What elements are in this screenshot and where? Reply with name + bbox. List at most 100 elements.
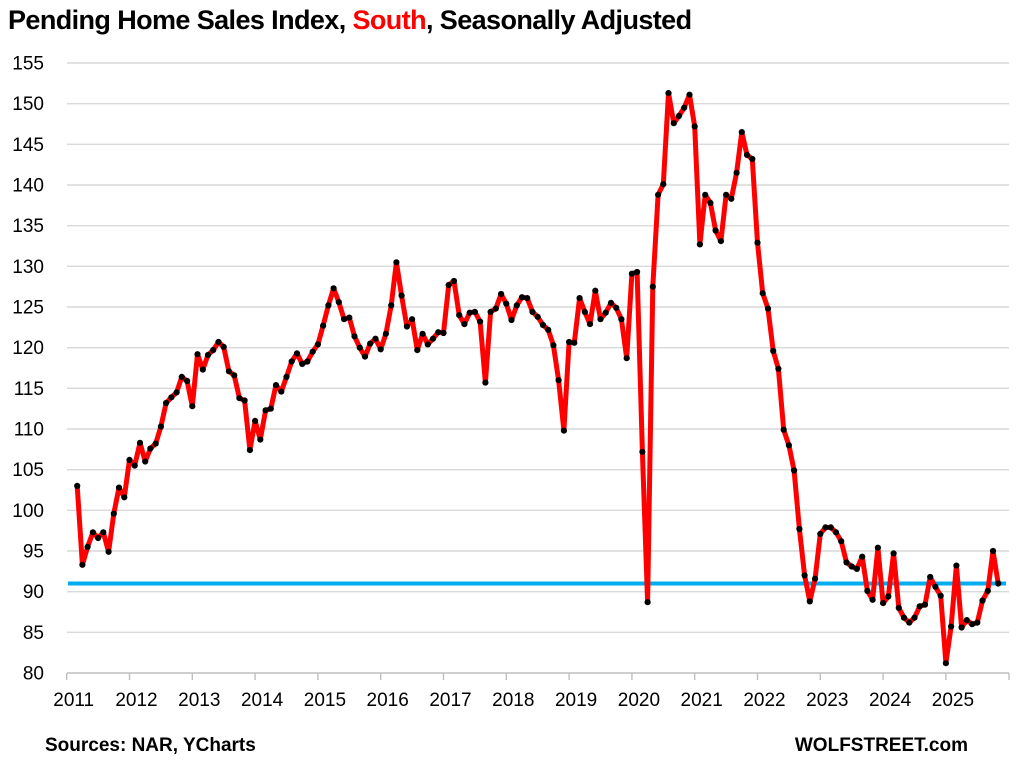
data-point bbox=[131, 462, 138, 469]
data-point bbox=[461, 321, 468, 328]
data-point bbox=[607, 299, 615, 306]
data-point bbox=[351, 333, 358, 340]
data-point bbox=[367, 340, 374, 347]
data-point bbox=[738, 129, 745, 136]
data-point bbox=[665, 90, 672, 97]
y-axis-label-155: 155 bbox=[12, 54, 44, 75]
data-point bbox=[911, 614, 918, 621]
data-point bbox=[403, 323, 410, 330]
chart-title-part2: , Seasonally Adjusted bbox=[425, 5, 692, 35]
data-point bbox=[686, 91, 693, 98]
data-point bbox=[681, 104, 688, 111]
data-point bbox=[759, 290, 766, 297]
data-point bbox=[890, 550, 897, 557]
data-point bbox=[136, 439, 144, 446]
data-point bbox=[388, 302, 395, 309]
data-point bbox=[979, 597, 986, 604]
data-point bbox=[728, 195, 735, 202]
data-point bbox=[110, 510, 117, 517]
data-point bbox=[916, 603, 923, 610]
data-point bbox=[445, 281, 452, 289]
data-point bbox=[503, 300, 510, 307]
data-point bbox=[89, 529, 96, 536]
data-point bbox=[524, 295, 531, 302]
data-point bbox=[236, 395, 243, 402]
data-point bbox=[115, 484, 123, 491]
data-point bbox=[330, 285, 337, 292]
data-point bbox=[628, 270, 636, 277]
x-axis-label-2022: 2022 bbox=[743, 690, 785, 711]
y-axis-label-85: 85 bbox=[23, 623, 44, 644]
data-point bbox=[602, 309, 609, 316]
data-point bbox=[696, 241, 704, 248]
chart-title-part1: Pending Home Sales Index, bbox=[8, 5, 353, 35]
data-point bbox=[194, 351, 201, 358]
data-point bbox=[958, 624, 965, 631]
data-point bbox=[723, 191, 730, 198]
x-axis-label-2021: 2021 bbox=[681, 690, 723, 711]
data-point bbox=[429, 335, 437, 342]
data-point bbox=[456, 312, 463, 319]
data-point bbox=[660, 181, 667, 188]
x-axis-label-2025: 2025 bbox=[932, 690, 974, 711]
data-point bbox=[241, 397, 248, 404]
data-point bbox=[969, 621, 976, 628]
data-point bbox=[215, 338, 222, 346]
data-point bbox=[492, 305, 499, 312]
data-point bbox=[534, 313, 541, 320]
data-point bbox=[921, 601, 929, 608]
data-point bbox=[246, 447, 253, 454]
data-point bbox=[989, 547, 997, 555]
data-point bbox=[210, 347, 217, 354]
data-point bbox=[560, 427, 568, 434]
data-point bbox=[853, 565, 861, 573]
data-point bbox=[199, 366, 206, 373]
data-point bbox=[299, 360, 306, 367]
data-point bbox=[409, 316, 416, 323]
x-axis-label-2016: 2016 bbox=[367, 690, 409, 711]
data-point bbox=[466, 309, 473, 316]
data-point bbox=[105, 548, 112, 555]
data-point bbox=[545, 326, 552, 333]
data-point bbox=[168, 394, 175, 401]
data-point bbox=[304, 358, 311, 365]
sources-note: Sources: NAR, YCharts bbox=[45, 735, 256, 756]
data-point bbox=[361, 353, 369, 360]
data-point bbox=[900, 614, 908, 621]
data-point bbox=[743, 151, 751, 158]
data-point bbox=[288, 358, 295, 365]
data-point bbox=[314, 341, 321, 348]
data-point bbox=[257, 436, 264, 443]
data-point bbox=[948, 623, 955, 630]
data-point bbox=[571, 339, 578, 346]
data-point bbox=[424, 341, 431, 348]
data-point bbox=[173, 389, 180, 396]
data-point bbox=[126, 456, 133, 463]
data-point bbox=[827, 524, 834, 531]
data-point bbox=[801, 572, 808, 579]
data-point bbox=[895, 604, 902, 612]
data-point bbox=[623, 355, 630, 362]
data-point bbox=[346, 314, 353, 321]
data-point bbox=[147, 445, 154, 452]
data-point bbox=[487, 308, 494, 315]
data-point bbox=[885, 593, 892, 600]
x-axis-label-2011: 2011 bbox=[53, 690, 94, 711]
data-point bbox=[262, 407, 269, 414]
data-point bbox=[398, 292, 405, 299]
data-point bbox=[838, 538, 845, 545]
data-point bbox=[932, 583, 939, 590]
data-point bbox=[382, 330, 389, 337]
y-axis-label-150: 150 bbox=[12, 94, 44, 115]
data-point bbox=[597, 316, 604, 323]
data-point bbox=[178, 373, 185, 380]
data-point bbox=[471, 308, 478, 315]
data-point bbox=[963, 617, 970, 624]
data-point bbox=[74, 482, 81, 489]
data-point bbox=[675, 112, 683, 119]
data-point bbox=[995, 580, 1002, 587]
data-point bbox=[712, 227, 719, 234]
data-point bbox=[655, 191, 662, 198]
data-point bbox=[482, 379, 489, 386]
